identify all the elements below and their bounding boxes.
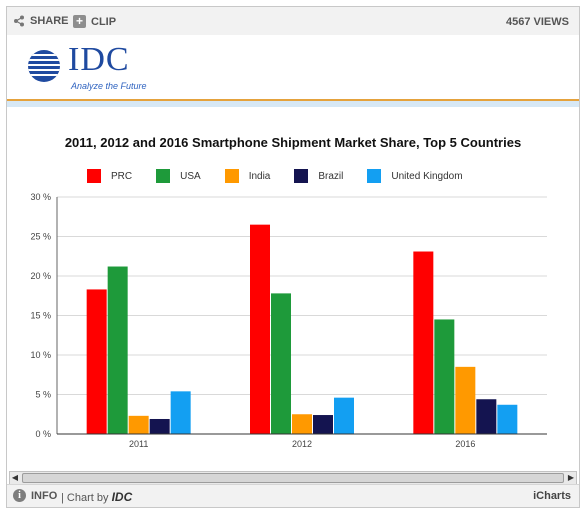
legend-swatch [294,169,309,183]
x-tick-label: 2012 [292,439,312,449]
legend-label: USA [180,170,201,182]
legend-label: PRC [111,170,133,182]
bar [128,415,149,434]
y-tick-label: 5 % [35,390,51,400]
info-button[interactable]: i INFO [13,489,57,502]
legend-entry: India [224,169,271,183]
logo-wordmark: IDC [68,41,130,78]
chart-legend: PRC USA India Brazil United Kingdom [87,169,487,183]
info-icon: i [13,489,26,502]
share-label: SHARE [30,15,69,27]
logo-tagline: Analyze the Future [71,81,147,91]
bar [149,418,170,434]
divider [7,99,579,101]
chart-credit-text: | Chart by [61,492,109,504]
bar [476,399,497,434]
bar [455,366,476,434]
chart-widget: SHARE + CLIP 4567 VIEWS IDC Analyze the … [6,6,580,508]
clip-button[interactable]: + CLIP [73,15,116,28]
chart-title: 2011, 2012 and 2016 Smartphone Shipment … [64,135,522,150]
bar [292,414,312,434]
top-toolbar: SHARE + CLIP 4567 VIEWS [7,7,579,36]
x-tick-label: 2011 [129,439,148,449]
chart-credit: | Chart by IDC [61,490,132,504]
bar [334,397,354,434]
bar [497,404,518,434]
globe-logo-icon [28,50,60,82]
plus-icon: + [73,15,86,28]
y-tick-label: 0 % [35,429,51,439]
y-tick-label: 20 % [30,271,51,281]
legend-entry: PRC [87,169,132,183]
legend-entry: USA [156,169,201,183]
scroll-right-arrow-icon[interactable]: ▶ [566,472,576,484]
y-tick-label: 10 % [30,350,51,360]
footer: i INFO | Chart by IDC iCharts [7,484,579,507]
bar [413,251,434,434]
bar [107,266,128,434]
x-tick-label: 2016 [455,439,475,449]
legend-swatch [367,169,382,183]
bar [86,289,107,434]
legend-entry: United Kingdom [367,169,463,183]
bar [170,391,191,434]
legend-label: United Kingdom [391,170,463,182]
share-button[interactable]: SHARE [13,15,69,27]
legend-label: Brazil [318,170,344,182]
logo-banner: IDC Analyze the Future [7,35,579,99]
scroll-left-arrow-icon[interactable]: ◀ [10,472,20,484]
horizontal-scrollbar[interactable]: ◀ ▶ [9,471,577,485]
divider-band [7,101,579,107]
legend-label: India [248,170,271,182]
chart-credit-brand[interactable]: IDC [111,490,133,504]
view-count: 4567 VIEWS [506,16,569,28]
bar [313,415,333,434]
legend-swatch [156,169,171,183]
info-label: INFO [31,489,58,502]
y-tick-label: 25 % [30,232,51,242]
y-tick-label: 30 % [30,192,51,202]
clip-label: CLIP [91,15,117,28]
bar [434,319,455,434]
bar [250,224,270,434]
legend-entry: Brazil [294,169,343,183]
share-icon [14,15,24,27]
bar-chart: 0 % 5 % 10 % 15 % 20 % 25 % 30 % 2011 2012 2016 [30,192,547,449]
legend-swatch [224,169,239,183]
legend-swatch [87,169,101,183]
icharts-link[interactable]: iCharts [533,490,571,502]
scroll-thumb[interactable] [22,473,564,483]
bar [271,293,291,434]
y-tick-label: 15 % [30,311,51,321]
